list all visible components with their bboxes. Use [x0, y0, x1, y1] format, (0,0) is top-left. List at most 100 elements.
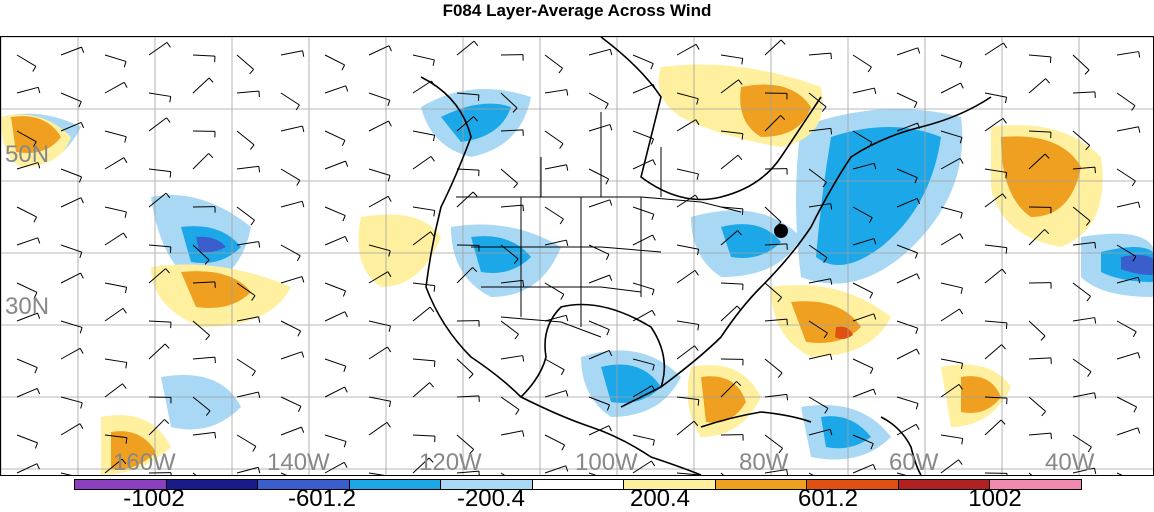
wind-barb — [941, 309, 963, 321]
wind-barb — [985, 473, 1007, 475]
wind-barb — [325, 387, 347, 397]
wind-barb — [501, 321, 519, 339]
wind-barb — [1117, 52, 1140, 58]
wind-barb — [105, 158, 127, 169]
wind-barb — [589, 169, 609, 184]
map-canvas — [1, 37, 1153, 475]
colorbar-segment — [716, 480, 808, 489]
field-contour — [161, 375, 241, 430]
wind-barb — [413, 156, 434, 169]
wind-barb — [1073, 393, 1096, 399]
wind-barb — [1029, 283, 1051, 289]
wind-barb — [149, 42, 170, 55]
wind-barb — [501, 397, 519, 415]
wind-barb — [677, 169, 698, 180]
wind-barb — [1117, 321, 1136, 337]
wind-barb — [1117, 93, 1135, 111]
wind-barb — [677, 346, 698, 359]
wind-barb — [633, 435, 654, 446]
wind-barb — [61, 397, 82, 408]
wind-barb — [545, 359, 564, 375]
wind-barb — [369, 93, 390, 106]
wind-barb — [765, 359, 782, 378]
wind-barb — [545, 283, 564, 299]
wind-barb — [545, 391, 568, 397]
wind-barb — [61, 169, 82, 182]
wind-barb — [17, 388, 40, 397]
wind-barb — [1029, 473, 1046, 475]
wind-barb — [105, 384, 126, 397]
wind-barb — [501, 55, 523, 61]
wind-barb — [721, 435, 743, 441]
wind-barb — [985, 245, 1007, 254]
colorbar-label-pos-1002: 1002 — [968, 487, 1021, 511]
wind-barb — [413, 207, 435, 216]
wind-barb — [941, 283, 962, 294]
wind-barb — [809, 473, 828, 475]
wind-barb — [589, 275, 612, 283]
wind-barb — [721, 283, 743, 290]
wind-barb — [985, 345, 1006, 359]
wind-barb — [809, 53, 831, 59]
wind-barb — [61, 348, 83, 359]
wind-barb — [501, 169, 518, 188]
wind-barb — [677, 270, 698, 283]
wind-barb — [589, 200, 612, 207]
wind-barb — [17, 435, 38, 448]
wind-barb — [105, 55, 126, 67]
wind-barb — [237, 359, 255, 376]
wind-barb — [105, 131, 126, 142]
wind-barb — [325, 283, 346, 296]
wind-barb — [853, 359, 873, 374]
wind-barb — [369, 169, 390, 181]
wind-barb — [457, 192, 477, 207]
wind-barb — [677, 245, 699, 255]
wind-barb — [149, 118, 170, 131]
colorbar-label-pos-601: 601.2 — [798, 487, 858, 511]
colorbar-label-neg-1002: -1002 — [123, 487, 184, 511]
colorbar-segment — [533, 480, 625, 489]
map-title: F084 Layer-Average Across Wind — [0, 0, 1154, 22]
wind-barb — [325, 312, 347, 321]
wind-barb — [369, 321, 390, 332]
wind-barb — [413, 131, 435, 141]
wind-barb — [413, 283, 435, 292]
wind-barb — [369, 46, 391, 55]
wind-barb — [1117, 169, 1135, 186]
wind-barb — [633, 310, 655, 321]
wind-barb — [237, 55, 254, 74]
wind-barb — [61, 198, 83, 207]
wind-barb — [413, 359, 435, 367]
wind-barb — [281, 126, 304, 132]
wind-barb — [457, 41, 478, 55]
wind-barb — [985, 43, 1007, 55]
wind-barb — [1029, 55, 1051, 63]
wind-barb — [193, 153, 213, 169]
wind-barb — [325, 131, 345, 146]
wind-barb — [17, 87, 40, 93]
wind-barb — [61, 321, 82, 333]
wind-barb — [589, 93, 608, 109]
wind-barb — [17, 464, 39, 473]
wind-barb — [545, 131, 563, 149]
wind-barb — [1073, 55, 1089, 74]
wind-barb — [193, 357, 215, 363]
wind-barb — [501, 431, 524, 437]
wind-barb — [677, 321, 699, 330]
wind-barb — [897, 93, 917, 108]
wind-barb — [721, 155, 742, 169]
wind-barb — [237, 91, 259, 97]
wind-barb — [369, 121, 391, 131]
wind-barb — [105, 359, 127, 368]
wind-barb — [501, 356, 524, 362]
field-contour — [816, 127, 941, 265]
wind-barb — [677, 44, 699, 55]
wind-barb — [325, 435, 346, 447]
wind-barb — [413, 55, 434, 66]
wind-barb — [237, 467, 260, 473]
wind-barb — [1073, 92, 1095, 98]
wind-barb — [237, 435, 256, 451]
wind-barb — [897, 48, 920, 55]
wind-barb — [501, 473, 519, 475]
colorbar-label-neg-200: -200.4 — [457, 487, 525, 511]
